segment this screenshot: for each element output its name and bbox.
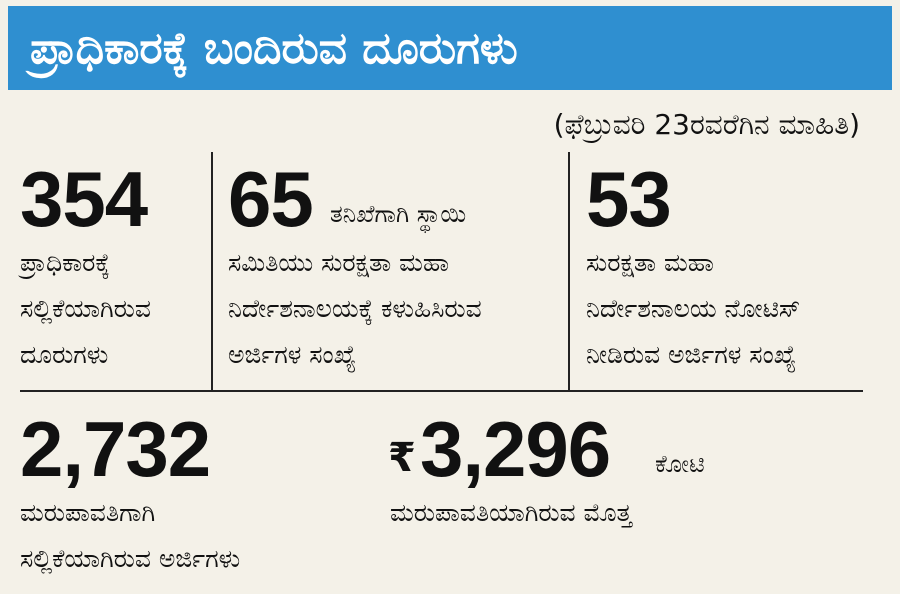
stat-suffix-referred: ತನಿಖೆಗಾಗಿ ಸ್ಥಾಯಿ bbox=[330, 200, 467, 228]
stat-value-refund-amount: 3,296 bbox=[420, 405, 611, 493]
stat-value-refund-applications: 2,732 bbox=[20, 405, 211, 493]
stat-label-notice: ಸುರಕ್ಷತಾ ಮಹಾ ನಿರ್ದೇಶನಾಲಯ ನೋಟಿಸ್ ನೀಡಿರುವ … bbox=[586, 248, 801, 369]
page-title: ಪ್ರಾಧಿಕಾರಕ್ಕೆ ಬಂದಿರುವ ದೂರುಗಳು bbox=[30, 22, 518, 74]
date-note: (ಫೆಬ್ರುವರಿ 23ರವರೆಗಿನ ಮಾಹಿತಿ) bbox=[553, 108, 860, 141]
stat-label-refund-applications: ಮರುಪಾವತಿಗಾಗಿ ಸಲ್ಲಿಕೆಯಾಗಿರುವ ಅರ್ಜಿಗಳು bbox=[20, 498, 241, 573]
divider-vertical-1 bbox=[211, 152, 213, 390]
divider-vertical-2 bbox=[568, 152, 570, 390]
divider-horizontal bbox=[20, 390, 863, 392]
header-banner: ಪ್ರಾಧಿಕಾರಕ್ಕೆ ಬಂದಿರುವ ದೂರುಗಳು bbox=[8, 6, 892, 90]
stat-label-referred: ಸಮಿತಿಯು ಸುರಕ್ಷತಾ ಮಹಾ ನಿರ್ದೇಶನಾಲಯಕ್ಕೆ ಕಳು… bbox=[228, 248, 482, 369]
stat-value-complaints: 354 bbox=[20, 155, 148, 243]
rupee-icon: ₹ bbox=[388, 435, 416, 481]
stat-value-referred: 65 bbox=[228, 155, 314, 243]
stat-label-refund-amount: ಮರುಪಾವತಿಯಾಗಿರುವ ಮೊತ್ತ bbox=[390, 498, 632, 527]
stat-suffix-crore: ಕೋಟಿ bbox=[655, 450, 705, 478]
stat-label-complaints: ಪ್ರಾಧಿಕಾರಕ್ಕೆ ಸಲ್ಲಿಕೆಯಾಗಿರುವ ದೂರುಗಳು bbox=[20, 248, 151, 369]
stat-value-notice: 53 bbox=[586, 155, 672, 243]
